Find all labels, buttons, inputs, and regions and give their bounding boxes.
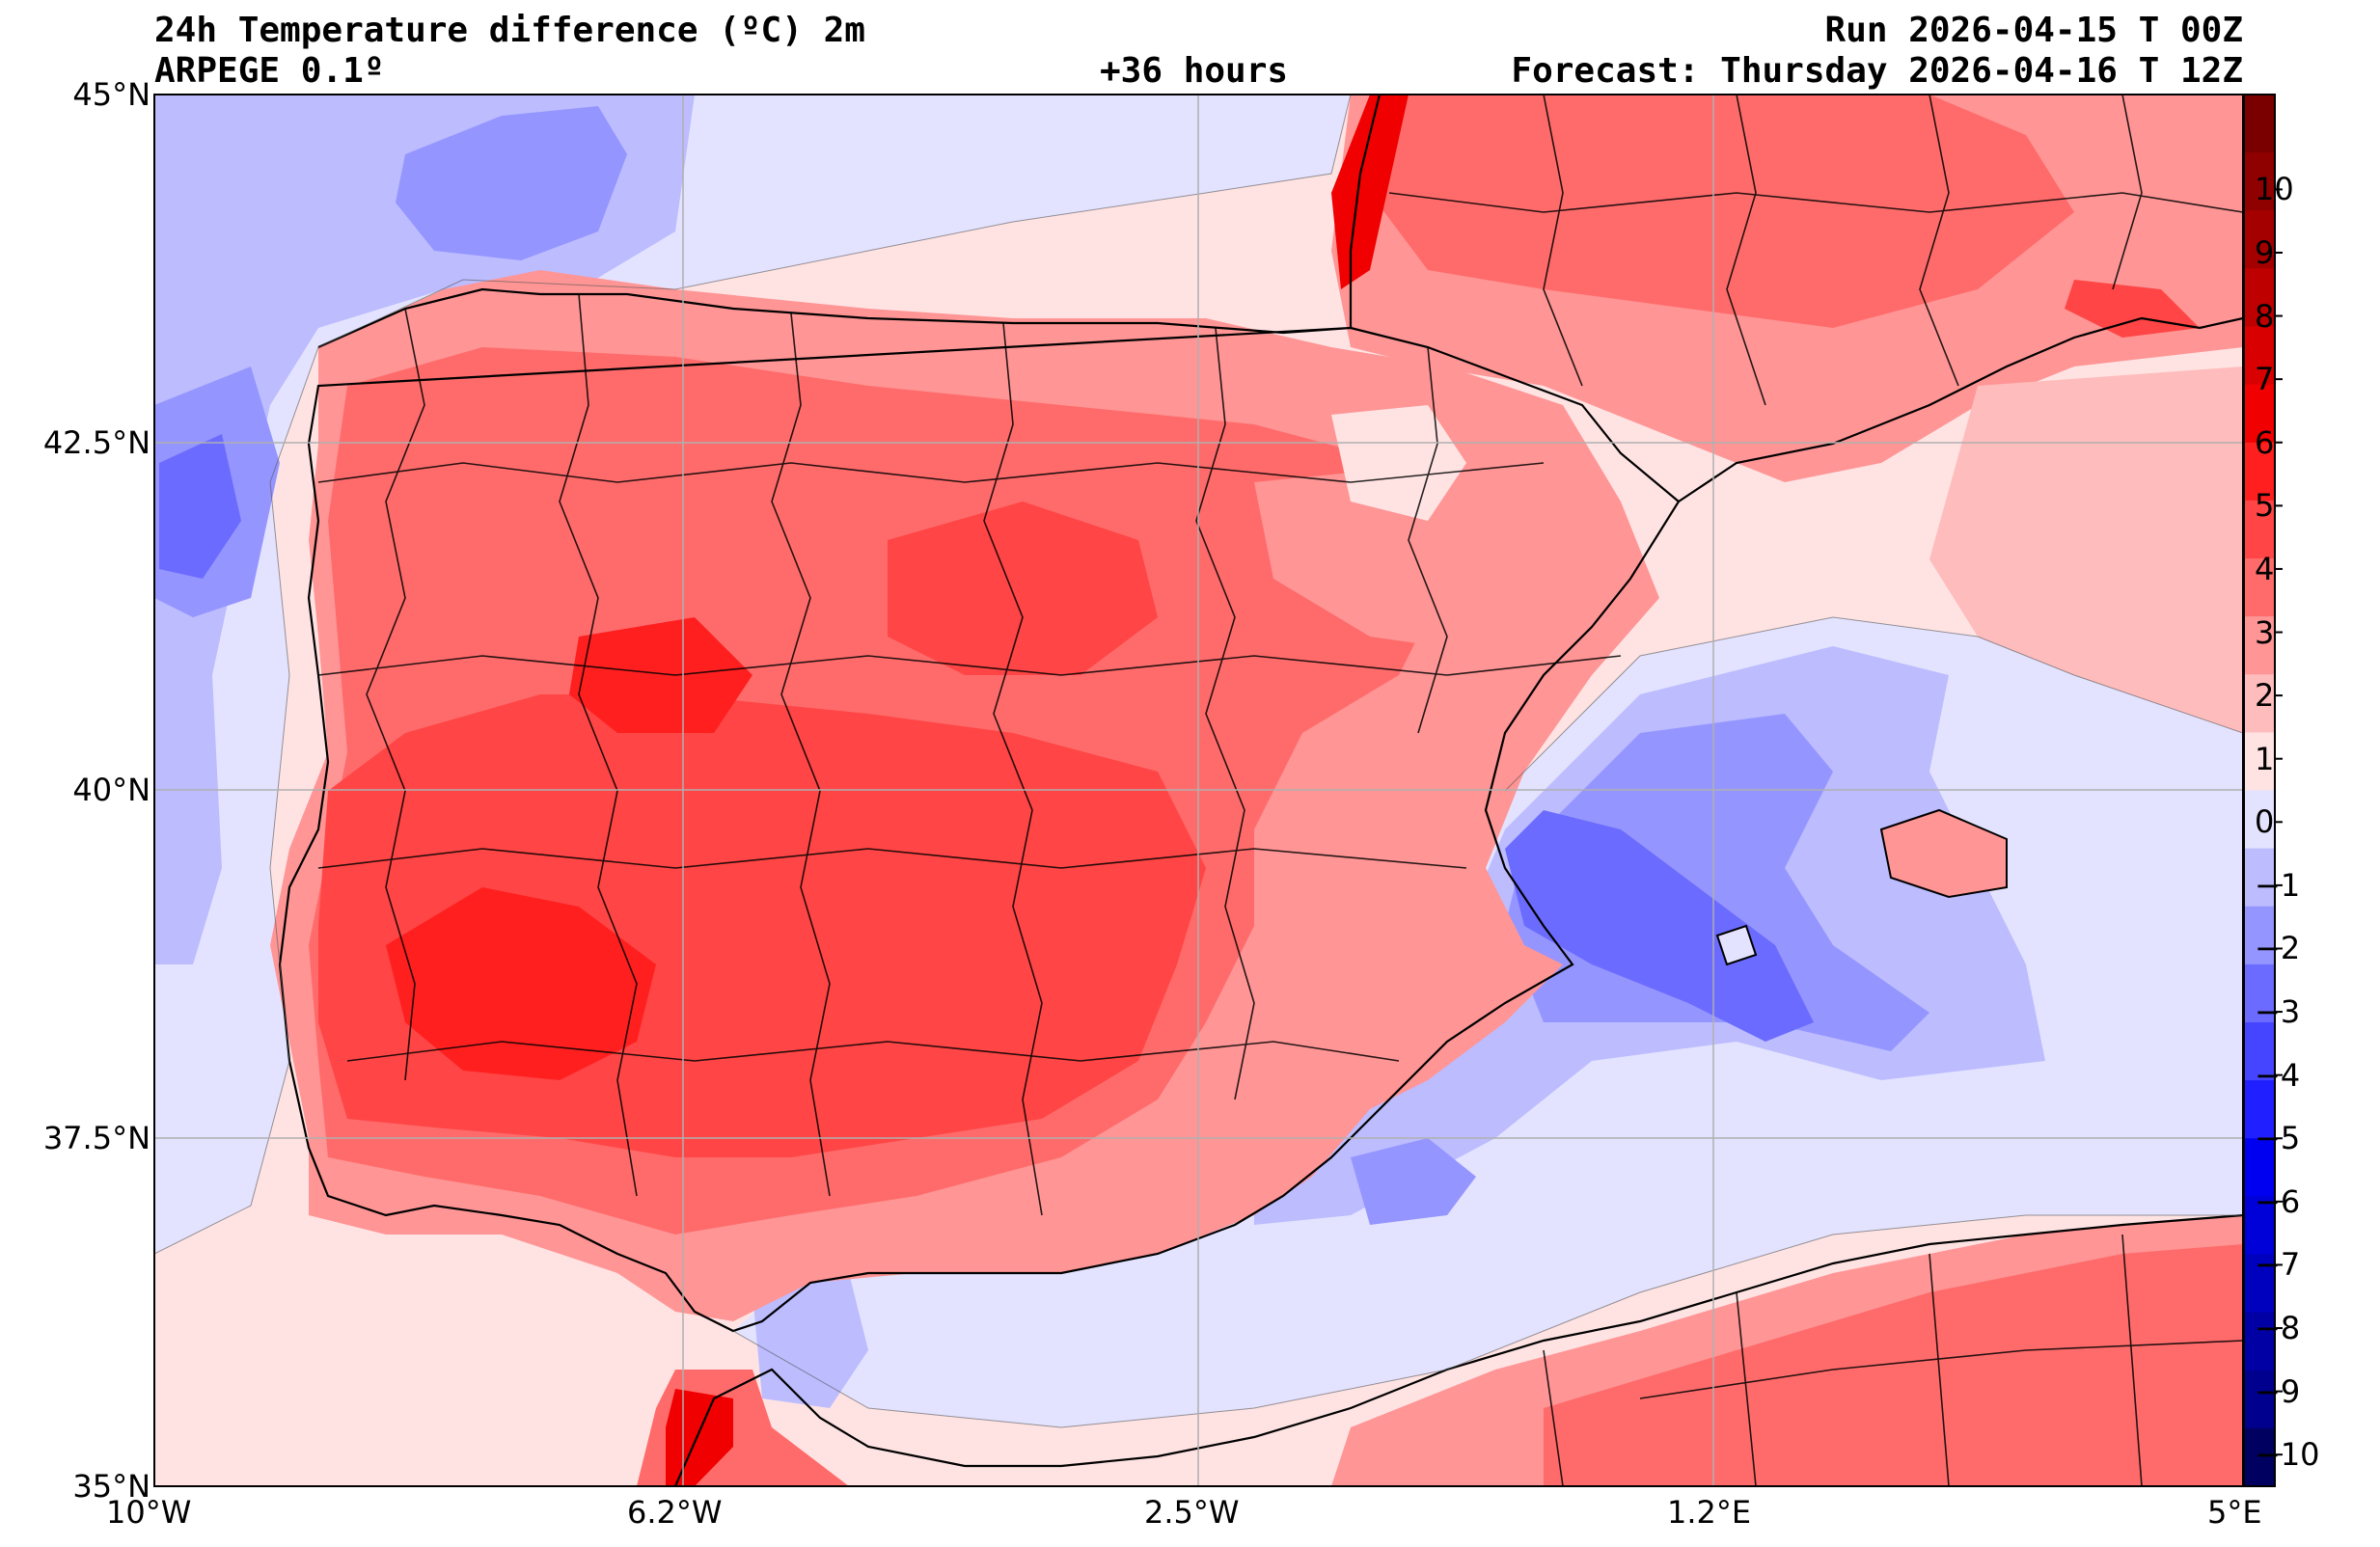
colorbar-band [2244,963,2275,1023]
lat-label-37-5n: 37.5°N [42,1120,150,1156]
iberia-warm-4 [386,887,656,1080]
colorbar-tick-label: 5 [2255,487,2275,525]
contour-lines [154,95,2243,1428]
colorbar-tick-label: 2 [2255,677,2275,715]
lat-label-40n: 40°N [72,772,150,808]
mallorca [1881,810,2007,897]
colorbar-tick-label: 1 [2255,740,2275,777]
lead-time-label: +36 hours [1100,51,1289,91]
colorbar-band [2244,616,2275,675]
colorbar-tick-label: −10 [2255,1436,2320,1474]
lon-label-2-5w: 2.5°W [1144,1494,1240,1531]
colorbar-band [2244,442,2275,502]
ebro-warm-zone [1254,463,1582,656]
colorbar-band [2244,1370,2275,1429]
central-warm-core [888,502,1158,675]
colorbar-band [2244,1022,2275,1081]
colorbar-band [2244,1312,2275,1371]
balearic-coastline [1715,808,2008,966]
colorbar-tick-label: −1 [2255,866,2301,904]
colorbar-tick-label: −6 [2255,1182,2301,1220]
graticule [154,95,2243,1486]
colorbar-band [2244,210,2275,269]
colorbar-band [2244,1196,2275,1255]
mediterranean-east-warm-zone [1929,366,2243,733]
lat-label-42-5n: 42.5°N [42,424,150,461]
africa-coastline [673,1213,2243,1486]
colorbar-tick-label: 0 [2255,803,2275,841]
colorbar-band [2244,1080,2275,1139]
atlantic-coldest-zone [159,434,241,579]
colorbar-band [2244,384,2275,444]
colorbar [2244,95,2283,1487]
province-borders [317,95,2243,1486]
murcia-coast-cold-zone [1351,1138,1476,1225]
ebro-cool-zone [1331,405,1466,521]
atlantic-cold-zone [154,95,695,964]
colorbar-band [2244,848,2275,908]
iberia-coastline [278,287,1681,1333]
north-africa-warm-2 [1544,1244,2243,1486]
lon-label-5e: 5°E [2207,1494,2262,1531]
colorbar-tick-label: −8 [2255,1310,2301,1347]
map-title: 24h Temperature difference (ºC) 2m [154,11,865,50]
run-label: Run 2026-04-15 T 00Z [1824,11,2243,50]
colorbar-band [2244,326,2275,386]
colorbar-band [2244,500,2275,559]
colorbar-frame [2243,94,2276,1487]
france-warm-2 [1370,95,2074,328]
colorbar-tick-label: −4 [2255,1056,2301,1094]
lon-label-6-2w: 6.2°W [627,1494,723,1531]
colorbar-band [2244,790,2275,850]
colorbar-band [2244,152,2275,211]
colorbar-tick-label: −3 [2255,993,2301,1031]
lon-label-10w: 10°W [106,1494,192,1531]
biscay-cold-zone [396,106,627,260]
mediterranean-coldest-zone [1505,810,1814,1042]
colorbar-tick-label: 6 [2255,423,2275,461]
colorbar-band [2244,674,2275,733]
colorbar-tick-label: 7 [2255,361,2275,398]
lat-label-35n: 35°N [72,1468,150,1505]
colorbar-band [2244,1427,2275,1487]
west-central-warm-core [569,617,752,733]
colorbar-tick-label: −7 [2255,1246,2301,1284]
colorbar-tick-label: −9 [2255,1372,2301,1410]
colorbar-tick-label: 3 [2255,613,2275,651]
colorbar-band [2244,268,2275,327]
lat-label-45n: 45°N [72,76,150,113]
colorbar-band [2244,558,2275,617]
france-coast-warm-band [1331,95,1409,289]
lon-label-1-2e: 1.2°E [1667,1494,1752,1531]
colorbar-band [2244,906,2275,965]
forecast-label: Forecast: Thursday 2026-04-16 T 12Z [1511,51,2243,91]
colorbar-band [2244,95,2275,153]
colorbar-band [2244,732,2275,791]
colorbar-tick-label: 8 [2255,297,2275,335]
model-label: ARPEGE 0.1º [154,51,385,91]
colorbar-tick-label: −2 [2255,930,2301,967]
france-coastline [1349,95,2243,502]
ibiza [1717,926,1756,964]
colorbar-tick-label: 10 [2255,171,2294,208]
colorbar-band [2244,1254,2275,1314]
colorbar-tick-label: 4 [2255,550,2275,587]
colorbar-tick-label: −5 [2255,1120,2301,1157]
colorbar-band [2244,1138,2275,1197]
colorbar-tick-label: 9 [2255,233,2275,271]
